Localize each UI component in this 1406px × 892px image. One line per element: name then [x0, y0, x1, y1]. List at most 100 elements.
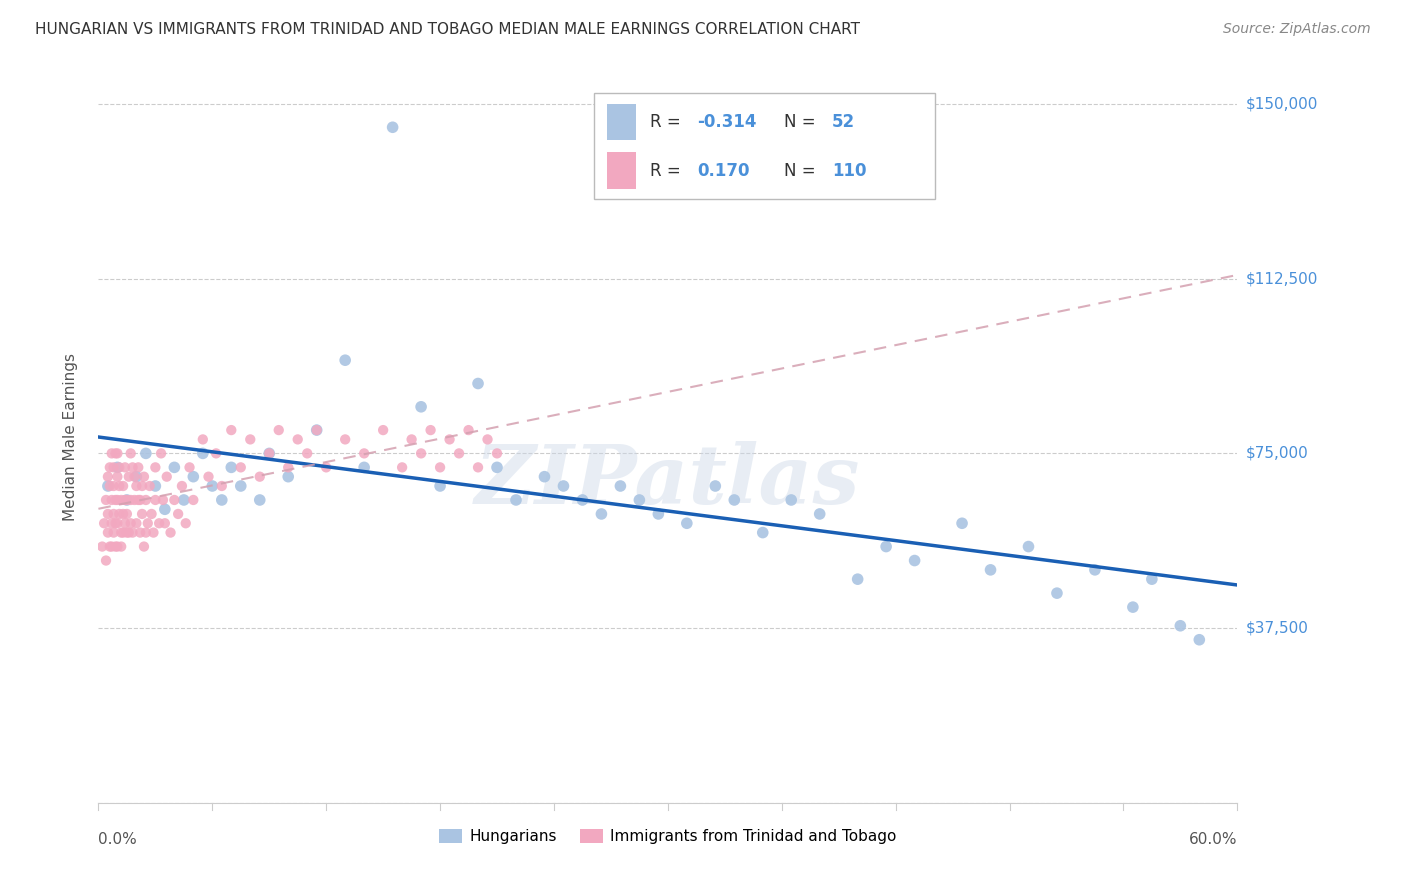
Point: [205, 446, 228, 460]
Point: [114, 493, 136, 508]
Point: [591, 507, 613, 521]
Point: [229, 479, 252, 493]
Point: [315, 460, 337, 475]
Point: [150, 446, 173, 460]
Point: [107, 493, 129, 508]
Point: [125, 469, 148, 483]
Text: $150,000: $150,000: [1246, 96, 1317, 112]
Point: [121, 460, 143, 475]
Point: [118, 469, 141, 483]
Point: [112, 479, 135, 493]
Point: [114, 460, 136, 475]
Point: [1046, 586, 1069, 600]
Point: [170, 479, 193, 493]
Point: [104, 493, 127, 508]
Point: [136, 516, 159, 531]
Point: [98, 460, 121, 475]
Point: [94, 493, 117, 508]
Point: [197, 469, 219, 483]
Point: [124, 493, 146, 508]
Point: [353, 460, 375, 475]
Point: [110, 540, 132, 554]
Point: [107, 540, 129, 554]
Point: [115, 507, 138, 521]
Point: [138, 479, 160, 493]
Point: [118, 525, 141, 540]
Point: [163, 460, 186, 475]
Point: [121, 525, 143, 540]
Point: [94, 553, 117, 567]
Point: [305, 423, 328, 437]
Text: $75,000: $75,000: [1246, 446, 1309, 461]
Text: $112,500: $112,500: [1246, 271, 1317, 286]
Point: [110, 493, 132, 508]
Point: [353, 446, 375, 460]
Point: [125, 516, 148, 531]
Text: $37,500: $37,500: [1246, 621, 1309, 636]
Point: [780, 493, 803, 508]
Point: [1018, 540, 1040, 554]
Point: [104, 516, 127, 531]
Text: N =: N =: [785, 113, 821, 131]
Point: [752, 525, 775, 540]
Point: [120, 493, 142, 508]
Point: [142, 525, 165, 540]
Point: [163, 493, 186, 508]
Text: R =: R =: [650, 113, 686, 131]
Point: [145, 479, 167, 493]
Text: -0.314: -0.314: [697, 113, 756, 131]
Point: [477, 433, 499, 447]
Point: [100, 516, 122, 531]
Point: [191, 446, 214, 460]
Text: N =: N =: [785, 161, 821, 179]
Y-axis label: Median Male Earnings: Median Male Earnings: [63, 353, 77, 521]
Point: [647, 507, 669, 521]
Point: [979, 563, 1001, 577]
Point: [1188, 632, 1211, 647]
Point: [808, 507, 831, 521]
Point: [904, 553, 927, 567]
Point: [249, 493, 271, 508]
Point: [108, 507, 131, 521]
Point: [125, 479, 148, 493]
Point: [335, 433, 357, 447]
Point: [183, 469, 205, 483]
Point: [221, 423, 243, 437]
Point: [429, 460, 451, 475]
Text: 110: 110: [832, 161, 866, 179]
Point: [93, 516, 115, 531]
Point: [1122, 600, 1144, 615]
Point: [135, 525, 157, 540]
Point: [704, 479, 727, 493]
Point: [108, 460, 131, 475]
Point: [1170, 619, 1192, 633]
Point: [846, 572, 869, 586]
Point: [107, 460, 129, 475]
Point: [449, 446, 471, 460]
Point: [277, 460, 299, 475]
Point: [100, 540, 122, 554]
Point: [100, 446, 122, 460]
Point: [467, 376, 489, 391]
Point: [277, 469, 299, 483]
Point: [131, 507, 153, 521]
Point: [107, 516, 129, 531]
Text: ZIPatlas: ZIPatlas: [475, 441, 860, 521]
Point: [156, 469, 179, 483]
Point: [103, 507, 125, 521]
Point: [419, 423, 441, 437]
Point: [174, 516, 197, 531]
Point: [950, 516, 973, 531]
Point: [875, 540, 897, 554]
Point: [211, 493, 233, 508]
Point: [239, 433, 262, 447]
Point: [505, 493, 527, 508]
Point: [553, 479, 575, 493]
Point: [457, 423, 479, 437]
Point: [201, 479, 224, 493]
Point: [287, 433, 309, 447]
Point: [129, 493, 152, 508]
Point: [297, 446, 319, 460]
Point: [97, 507, 120, 521]
Point: [221, 460, 243, 475]
